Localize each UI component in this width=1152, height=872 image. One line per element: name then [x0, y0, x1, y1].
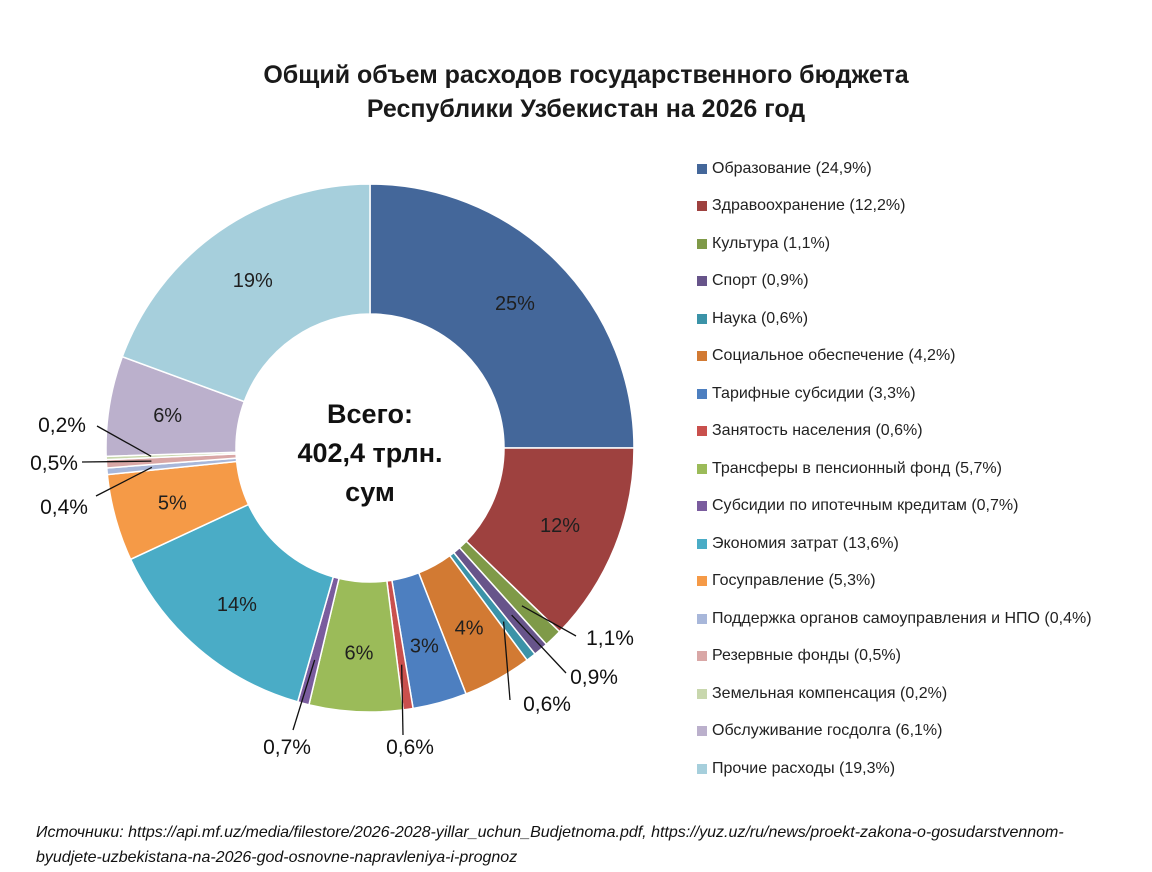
leader-line-спорт [511, 614, 567, 674]
legend-swatch [697, 201, 707, 212]
leader-line-поддержка-органов-самоуправления-и-нпо [95, 466, 153, 497]
legend-label: Здравоохранение (12,2%) [712, 197, 906, 215]
legend-label: Тарифные субсидии (3,3%) [712, 384, 916, 402]
legend-label: Поддержка органов самоуправления и НПО (… [712, 609, 1092, 627]
legend-swatch [697, 463, 707, 474]
data-label-социальное-обеспечение: 4% [455, 617, 484, 639]
center-label-line-2: 402,4 трлн. [297, 438, 442, 468]
legend-item-социальное-обеспечение: Социальное обеспечение (4,2%) [697, 338, 1092, 376]
slice-экономия-затрат [129, 503, 335, 703]
chart-title-line-2: Республики Узбекистан на 2026 год [366, 95, 806, 123]
data-label-спорт: 0,9% [570, 666, 618, 689]
legend-swatch [697, 351, 707, 362]
slice-здравоохранение [465, 447, 635, 633]
legend-label: Культура (1,1%) [712, 234, 831, 252]
data-label-поддержка-органов-самоуправления-и-нпо: 0,4% [40, 496, 88, 519]
slice-образование [369, 183, 635, 449]
legend-item-спорт: Спорт (0,9%) [697, 263, 1092, 301]
legend-label: Обслуживание госдолга (6,1%) [712, 722, 943, 740]
slice-прочие-расходы [121, 183, 371, 403]
leader-lines [81, 425, 577, 736]
legend-item-земельная-компенсация: Земельная компенсация (0,2%) [697, 675, 1092, 713]
legend-item-поддержка-органов-самоуправления-и-нпо: Поддержка органов самоуправления и НПО (… [697, 600, 1092, 638]
legend-item-субсидии-по-ипотечным-кредитам: Субсидии по ипотечным кредитам (0,7%) [697, 488, 1092, 526]
data-label-субсидии-по-ипотечным-кредитам: 0,7% [263, 736, 311, 759]
legend-label: Наука (0,6%) [712, 309, 809, 327]
legend-item-госуправление: Госуправление (5,3%) [697, 563, 1092, 601]
legend-item-обслуживание-госдолга: Обслуживание госдолга (6,1%) [697, 713, 1092, 751]
legend-item-резервные-фонды: Резервные фонды (0,5%) [697, 638, 1092, 676]
legend-swatch [697, 763, 707, 774]
donut-chart: 25% 12% 1,1% 0,9% 0,6% 4% 3% 0,6% 6% 0,7% 14% 5% 0,4… [30, 183, 635, 759]
legend-label: Занятость населения (0,6%) [712, 422, 923, 440]
leader-line-занятость-населения [401, 664, 404, 736]
legend-item-прочие-расходы: Прочие расходы (19,3%) [697, 750, 1092, 788]
data-label-занятость-населения: 0,6% [386, 736, 434, 759]
legend-item-тарифные-субсидии: Тарифные субсидии (3,3%) [697, 375, 1092, 413]
legend-item-трансферы-в-пенсионный-фонд: Трансферы в пенсионный фонд (5,7%) [697, 450, 1092, 488]
data-label-экономия-затрат: 14% [217, 594, 257, 616]
legend-label: Экономия затрат (13,6%) [712, 534, 899, 552]
sources-note: Источники: https://api.mf.uz/media/files… [36, 824, 1064, 866]
center-label-line-3: сум [345, 477, 395, 507]
legend-swatch [697, 388, 707, 399]
chart-title: Общий объем расходов государственного бю… [0, 58, 1152, 126]
data-label-прочие-расходы: 19% [233, 270, 273, 292]
chart-title-line-1: Общий объем расходов государственного бю… [263, 61, 909, 89]
data-label-обслуживание-госдолга: 6% [153, 405, 182, 427]
legend-item-занятость-населения: Занятость населения (0,6%) [697, 413, 1092, 451]
legend-label: Спорт (0,9%) [712, 272, 809, 290]
leader-line-наука [502, 621, 511, 701]
legend: Образование (24,9%) Здравоохранение (12,2… [697, 150, 1092, 788]
leader-line-субсидии-по-ипотечным-кредитам [292, 659, 316, 731]
legend-swatch [697, 426, 707, 437]
legend-swatch [697, 651, 707, 662]
data-label-здравоохранение: 12% [540, 515, 580, 537]
data-label-земельная-компенсация: 0,2% [38, 414, 86, 437]
legend-item-культура: Культура (1,1%) [697, 225, 1092, 263]
legend-swatch [697, 613, 707, 624]
legend-label: Трансферы в пенсионный фонд (5,7%) [712, 459, 1002, 477]
legend-swatch [697, 238, 707, 249]
legend-swatch [697, 313, 707, 324]
legend-item-здравоохранение: Здравоохранение (12,2%) [697, 188, 1092, 226]
leader-line-культура [521, 605, 577, 637]
legend-label: Прочие расходы (19,3%) [712, 759, 896, 777]
data-label-культура: 1,1% [586, 627, 634, 650]
data-label-резервные-фонды: 0,5% [30, 452, 78, 475]
data-label-госуправление: 5% [158, 492, 187, 514]
legend-item-образование: Образование (24,9%) [697, 150, 1092, 188]
donut-slices [105, 183, 635, 713]
legend-label: Социальное обеспечение (4,2%) [712, 347, 956, 365]
legend-item-наука: Наука (0,6%) [697, 300, 1092, 338]
data-labels: 25% 12% 1,1% 0,9% 0,6% 4% 3% 0,6% 6% 0,7% 14% 5% 0,4… [30, 270, 634, 759]
legend-label: Субсидии по ипотечным кредитам (0,7%) [712, 497, 1019, 515]
data-label-наука: 0,6% [523, 693, 571, 716]
legend-swatch [697, 501, 707, 512]
legend-label: Земельная компенсация (0,2%) [712, 684, 948, 702]
legend-label: Резервные фонды (0,5%) [712, 647, 901, 665]
legend-swatch [697, 163, 707, 174]
center-label: Всего: 402,4 трлн. сум [297, 399, 442, 507]
legend-swatch [697, 688, 707, 699]
leader-line-земельная-компенсация [96, 425, 152, 457]
legend-swatch [697, 538, 707, 549]
center-label-line-1: Всего: [327, 399, 413, 429]
legend-swatch [697, 576, 707, 587]
legend-label: Госуправление (5,3%) [712, 572, 876, 590]
legend-swatch [697, 276, 707, 287]
data-label-трансферы-в-пенсионный-фонд: 6% [345, 643, 374, 665]
data-label-образование: 25% [495, 293, 535, 315]
data-label-тарифные-субсидии: 3% [410, 636, 439, 658]
legend-swatch [697, 726, 707, 737]
legend-label: Образование (24,9%) [712, 159, 872, 177]
legend-item-экономия-затрат: Экономия затрат (13,6%) [697, 525, 1092, 563]
leader-line-резервные-фонды [81, 460, 152, 463]
